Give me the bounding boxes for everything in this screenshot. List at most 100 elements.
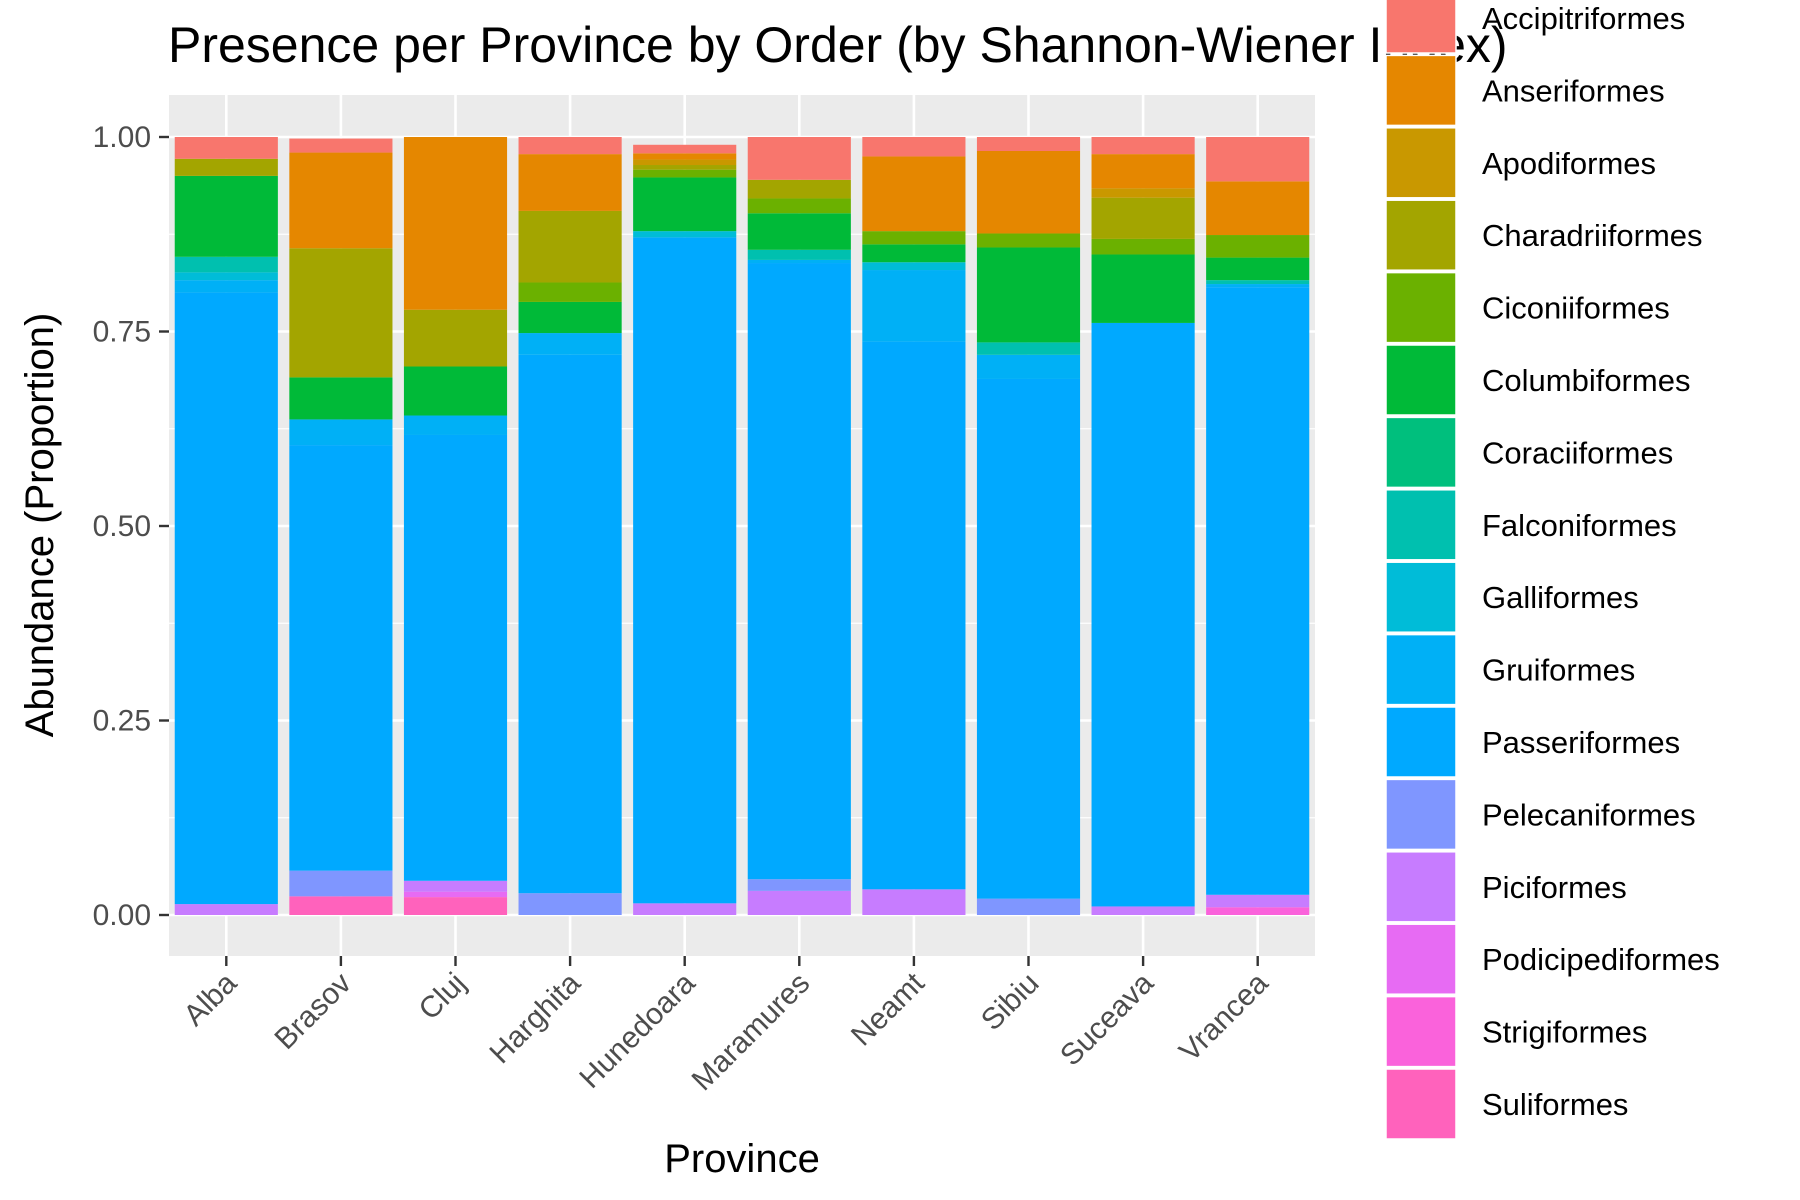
bar-segment bbox=[1206, 907, 1310, 915]
legend-label: Falconiformes bbox=[1482, 508, 1677, 543]
legend-key bbox=[1385, 344, 1457, 416]
legend-label: Pelecaniformes bbox=[1482, 797, 1696, 832]
legend-key bbox=[1385, 561, 1457, 633]
x-tick-label: Cluj bbox=[413, 967, 473, 1027]
legend-label: Strigiformes bbox=[1482, 1015, 1647, 1050]
x-tick-label: Hunedoara bbox=[573, 966, 702, 1095]
chart-title: Presence per Province by Order (by Shann… bbox=[168, 17, 1508, 73]
bar-segment bbox=[633, 144, 737, 154]
bar-segment bbox=[518, 154, 622, 211]
y-tick-label: 0.00 bbox=[93, 899, 151, 932]
bar-segment bbox=[518, 301, 622, 334]
bar-segment bbox=[976, 151, 1081, 234]
bar-segment bbox=[403, 880, 508, 892]
bar-segment bbox=[747, 198, 851, 214]
bar-segment bbox=[289, 138, 393, 153]
bar-segment bbox=[633, 159, 737, 166]
bar-segment bbox=[174, 175, 278, 257]
legend-key bbox=[1385, 633, 1457, 706]
bar-segment bbox=[518, 333, 622, 355]
bar-segment bbox=[403, 137, 508, 310]
bar-segment bbox=[174, 272, 278, 281]
bar-segment bbox=[403, 366, 508, 416]
legend-label: Accipitriformes bbox=[1482, 1, 1685, 36]
legend-key bbox=[1385, 778, 1457, 851]
bar-segment bbox=[1091, 197, 1195, 239]
bar-segment bbox=[289, 248, 393, 378]
bar-segment bbox=[976, 354, 1081, 379]
bar-segment bbox=[518, 282, 622, 302]
y-axis-title: Abundance (Proportion) bbox=[18, 313, 62, 738]
x-tick-label: Maramures bbox=[686, 967, 817, 1098]
legend-key bbox=[1385, 995, 1457, 1068]
bar-segment bbox=[1206, 894, 1310, 908]
y-axis: 0.00 0.25 0.50 0.75 1.00 bbox=[93, 121, 169, 932]
y-tick-label: 0.50 bbox=[93, 510, 151, 543]
legend-key bbox=[1385, 851, 1457, 923]
bar-segment bbox=[289, 377, 393, 420]
bar-segment bbox=[633, 237, 737, 904]
bar-segment bbox=[747, 890, 851, 915]
bar-segment bbox=[633, 169, 737, 178]
bar-segment bbox=[1091, 906, 1195, 915]
bar-segment bbox=[174, 904, 278, 915]
legend-label: Gruiformes bbox=[1482, 653, 1635, 688]
bar-segment bbox=[862, 341, 966, 890]
bar-segment bbox=[633, 903, 737, 915]
legend-key bbox=[1385, 706, 1457, 778]
y-tick-label: 1.00 bbox=[93, 121, 151, 154]
bar-segment bbox=[862, 244, 966, 263]
bar-segment bbox=[747, 137, 851, 180]
bar-segment bbox=[633, 153, 737, 160]
bar-segment bbox=[174, 158, 278, 176]
bar-segment bbox=[747, 879, 851, 891]
bar-segment bbox=[976, 898, 1081, 915]
bar-segment bbox=[862, 156, 966, 232]
bar-segment bbox=[289, 152, 393, 249]
bar-segment bbox=[976, 378, 1081, 899]
x-tick-label: Vrancea bbox=[1173, 966, 1275, 1068]
legend-key bbox=[1385, 199, 1457, 271]
bar-segment bbox=[976, 342, 1081, 355]
bar-segment bbox=[1206, 235, 1310, 258]
legend-label: Passeriformes bbox=[1482, 725, 1680, 760]
bar-segment bbox=[747, 263, 851, 880]
legend: Accipitriformes Anseriformes Apodiformes Ch… bbox=[1385, 0, 1720, 1140]
bar-segment bbox=[518, 137, 622, 155]
bar-segment bbox=[1091, 154, 1195, 189]
bar-segment bbox=[976, 233, 1081, 248]
bar-segment bbox=[174, 292, 278, 905]
legend-key bbox=[1385, 923, 1457, 995]
y-tick-label: 0.25 bbox=[93, 705, 151, 738]
bar-segment bbox=[1091, 238, 1195, 255]
bar-segment bbox=[862, 270, 966, 342]
bar-segment bbox=[976, 247, 1081, 343]
legend-label: Anseriformes bbox=[1482, 73, 1665, 108]
legend-key bbox=[1385, 54, 1457, 127]
bars-layer bbox=[174, 137, 1310, 915]
x-tick-label: Sibiu bbox=[975, 967, 1046, 1038]
legend-label: Suliformes bbox=[1482, 1087, 1628, 1122]
legend-key bbox=[1385, 0, 1457, 54]
legend-key bbox=[1385, 127, 1457, 199]
bar-segment bbox=[862, 889, 966, 915]
legend-key bbox=[1385, 489, 1457, 561]
bar-segment bbox=[403, 434, 508, 881]
bar-segment bbox=[862, 137, 966, 157]
bar-segment bbox=[747, 213, 851, 250]
y-tick-label: 0.75 bbox=[93, 316, 151, 349]
x-tick-label: Neamt bbox=[845, 966, 931, 1052]
bar-segment bbox=[403, 897, 508, 915]
bar-segment bbox=[976, 137, 1081, 152]
bar-segment bbox=[174, 280, 278, 293]
bar-segment bbox=[747, 179, 851, 199]
legend-label: Columbiformes bbox=[1482, 363, 1690, 398]
bar-segment bbox=[289, 419, 393, 446]
bar-segment bbox=[633, 165, 737, 170]
bar-segment bbox=[518, 893, 622, 915]
bar-segment bbox=[1206, 280, 1310, 285]
x-axis-title: Province bbox=[664, 1137, 820, 1181]
bar-segment bbox=[862, 231, 966, 245]
bar-segment bbox=[747, 249, 851, 260]
bar-segment bbox=[747, 259, 851, 264]
